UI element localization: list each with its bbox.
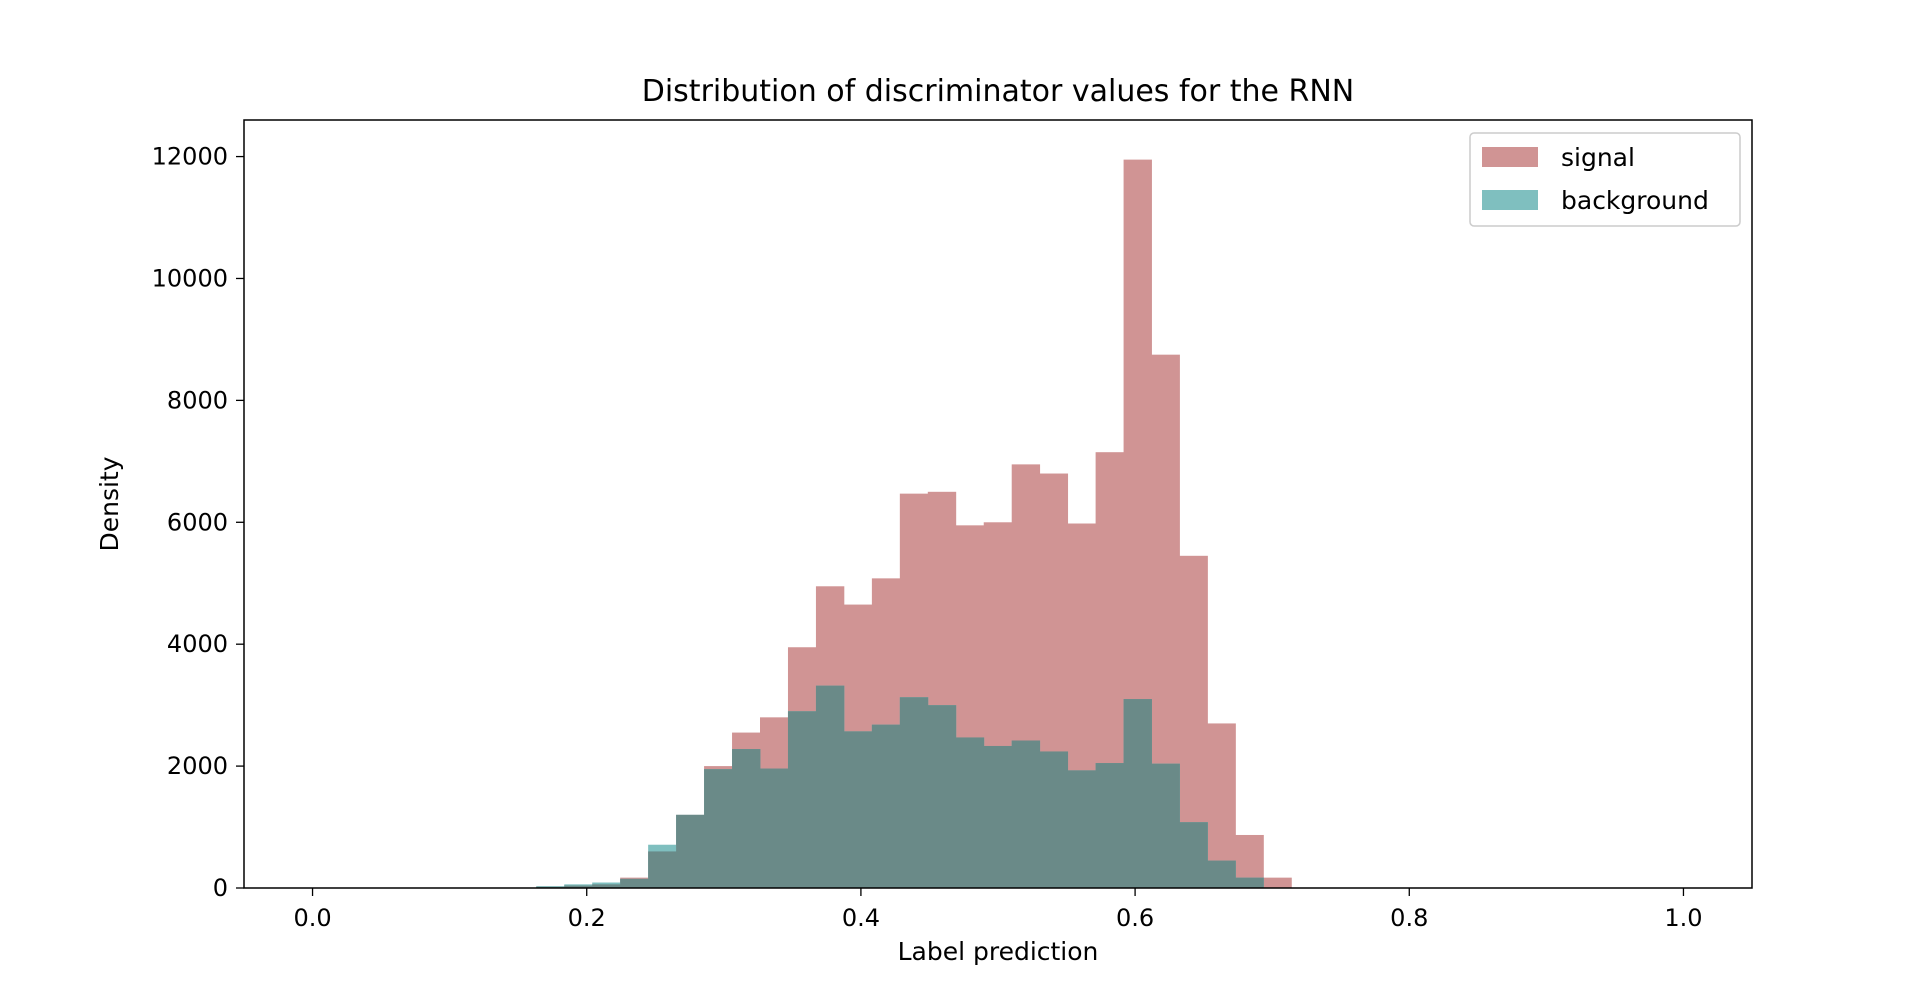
x-tick-label: 1.0 (1664, 904, 1702, 932)
legend-swatch-background (1482, 190, 1538, 210)
bars-layer (536, 159, 1292, 889)
y-tick-label: 2000 (167, 752, 228, 780)
x-tick-label: 0.8 (1390, 904, 1428, 932)
bar-overlap (1067, 770, 1097, 888)
x-tick-label: 0.2 (568, 904, 606, 932)
bar-signal (1263, 877, 1292, 888)
y-tick-label: 4000 (167, 630, 228, 658)
bar-overlap (1235, 877, 1264, 888)
bar-overlap (927, 705, 957, 888)
bar-overlap (648, 851, 677, 888)
x-axis: 0.0 0.2 0.4 0.6 0.8 1.0 (293, 888, 1703, 932)
chart-title: Distribution of discriminator values for… (642, 74, 1355, 109)
y-tick-label: 6000 (167, 508, 228, 536)
bar-overlap (955, 737, 985, 888)
y-tick-label: 12000 (152, 143, 228, 171)
bar-overlap (1179, 822, 1208, 888)
bar-overlap (871, 724, 901, 888)
bar-overlap (1039, 751, 1069, 888)
bar-overlap (732, 749, 761, 888)
bar-overlap (1207, 860, 1236, 888)
bar-overlap (1011, 740, 1041, 888)
plot-frame (243, 119, 1753, 889)
y-tick-label: 0 (213, 874, 228, 902)
bar-overlap (760, 768, 789, 888)
x-tick-label: 0.0 (293, 904, 331, 932)
bar-overlap (704, 769, 733, 888)
x-tick-label: 0.6 (1116, 904, 1154, 932)
bar-overlap (899, 697, 929, 888)
bar-overlap (1095, 763, 1124, 888)
bar-overlap (564, 885, 593, 888)
bar-overlap (1123, 699, 1152, 888)
x-axis-label: Label prediction (898, 937, 1099, 966)
bar-overlap (1151, 763, 1180, 888)
y-axis-label: Density (95, 456, 124, 551)
bar-overlap (676, 814, 705, 888)
bar-overlap (815, 685, 845, 888)
legend-label-signal: signal (1561, 143, 1635, 172)
legend: signal background (1469, 132, 1741, 227)
bar-overlap (843, 731, 873, 888)
bar-overlap (620, 878, 649, 888)
y-tick-label: 10000 (152, 264, 228, 292)
x-tick-label: 0.4 (842, 904, 880, 932)
legend-label-background: background (1561, 186, 1709, 215)
bar-overlap (592, 884, 621, 888)
y-tick-label: 8000 (167, 386, 228, 414)
legend-swatch-signal (1482, 147, 1538, 167)
bar-overlap (787, 711, 817, 888)
y-axis: 0 2000 4000 6000 8000 10000 12000 (152, 143, 244, 902)
bar-overlap (983, 745, 1013, 888)
series-overlap (536, 685, 1264, 888)
